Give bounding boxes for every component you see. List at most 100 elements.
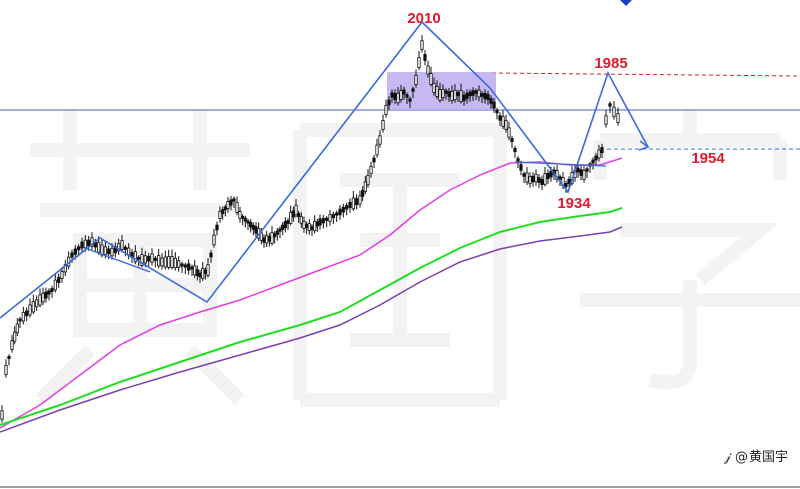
bottom-border [0, 486, 800, 488]
candle-body [70, 252, 74, 258]
candle-body [215, 224, 219, 231]
candle-body [241, 215, 245, 219]
candle-body [193, 265, 197, 276]
candle-body [201, 268, 205, 279]
candle-body [549, 170, 553, 178]
candle-body [594, 155, 598, 161]
candle-body [203, 269, 207, 274]
candle-body [25, 310, 29, 317]
candle-body [110, 247, 114, 257]
candle-body [90, 237, 94, 247]
candle-body [465, 92, 469, 100]
candle-body [321, 218, 325, 224]
candle-body [143, 255, 147, 264]
candle-body [567, 179, 571, 184]
candle-body [348, 202, 352, 208]
candle-body [612, 106, 616, 118]
candle-body [528, 176, 532, 184]
candle-body [361, 189, 365, 197]
candle-body [238, 211, 242, 219]
candle-body [212, 234, 216, 246]
candle-body [221, 209, 225, 215]
candle-body [447, 91, 451, 97]
candle-body [456, 92, 460, 96]
candle-body [291, 210, 295, 218]
candle-body [7, 356, 11, 359]
candle-body [10, 340, 14, 350]
candle-body [103, 246, 107, 255]
candle-body [405, 94, 409, 98]
candle-body [498, 115, 502, 121]
candle-body [540, 179, 544, 185]
candle-body [480, 93, 484, 97]
candle-body [585, 168, 589, 172]
candles [0, 35, 620, 423]
corner-marker-icon [620, 0, 632, 6]
candle-body [331, 213, 335, 219]
candle-body [608, 103, 612, 107]
candle-body [15, 323, 19, 334]
candle-body [435, 86, 439, 97]
candle-body [254, 226, 258, 234]
author-name: 黄国宇 [748, 450, 788, 465]
candle-body [299, 216, 303, 224]
candle-body [265, 235, 269, 244]
weibo-icon: 𝒿 [723, 450, 731, 465]
resistance-dashed-line [491, 72, 800, 77]
candle-body [83, 239, 87, 249]
candle-body [369, 166, 373, 174]
candle-body [597, 149, 601, 159]
candle-body [273, 233, 277, 238]
pattern-lines [0, 20, 650, 319]
candle-body [246, 220, 250, 224]
candle-body [183, 264, 187, 268]
moving-average-line-1 [0, 157, 623, 429]
candle-body [63, 264, 67, 273]
candle-body [13, 331, 17, 342]
candle-body [278, 228, 282, 232]
candle-body [366, 174, 370, 186]
candle-body [198, 272, 202, 278]
candle-body [137, 256, 141, 260]
candle-body [459, 90, 463, 102]
candle-body [438, 89, 442, 101]
peak-label: 2010 [407, 10, 440, 27]
candle-body [47, 290, 51, 295]
candle-body [537, 177, 541, 183]
candle-body [190, 266, 194, 270]
candle-body [305, 224, 309, 228]
candle-body [281, 224, 285, 230]
candle-body [157, 255, 161, 267]
candle-body [147, 255, 151, 262]
candle-body [0, 410, 4, 420]
moving-averages [0, 157, 623, 433]
candle-body [87, 239, 91, 247]
candle-body [325, 217, 329, 221]
candle-body [53, 279, 57, 291]
candle-body [351, 197, 355, 210]
candle-body [616, 113, 620, 123]
target-label: 1954 [691, 150, 725, 167]
candle-body [195, 269, 199, 277]
zigzag-pattern-line [0, 20, 649, 319]
candle-body [133, 251, 137, 263]
candle-body [120, 240, 124, 250]
background-watermark [30, 110, 800, 407]
candle-body [283, 221, 287, 229]
candle-body [107, 248, 111, 255]
candle-body [432, 83, 436, 93]
candle-body [289, 212, 293, 224]
candle-body [270, 232, 274, 244]
candle-body [378, 135, 382, 145]
candle-body [232, 198, 236, 202]
candle-body [444, 90, 448, 94]
candle-body [44, 291, 48, 299]
candle-body [358, 195, 362, 205]
candle-body [302, 221, 306, 229]
candle-body [486, 94, 490, 100]
candle-body [516, 158, 520, 162]
candle-body [420, 40, 424, 50]
candle-body [390, 92, 394, 98]
candle-body [564, 182, 568, 188]
candle-body [402, 89, 406, 95]
